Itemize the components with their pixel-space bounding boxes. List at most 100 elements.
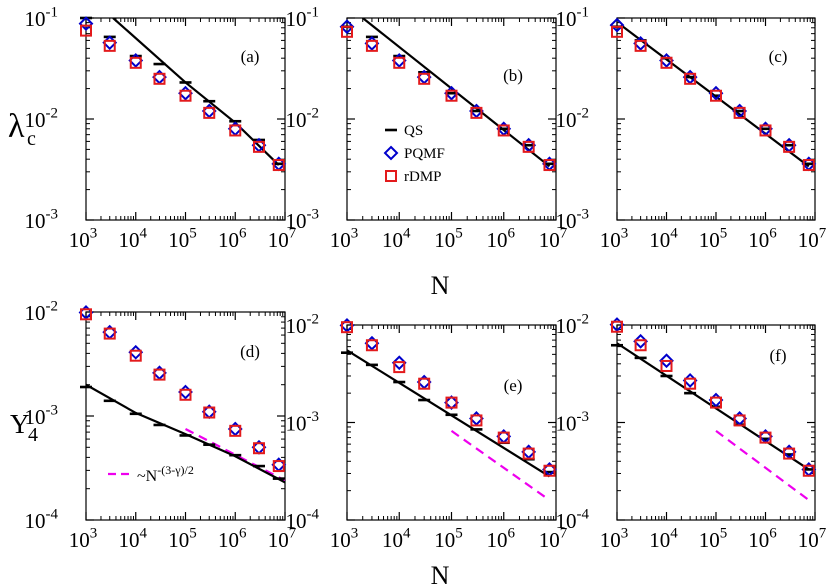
x-tick-label: 107 [539,226,568,252]
y-tick-label: 10-4 [556,507,590,533]
y-tick-label: 10-4 [286,507,320,533]
rdmp-point [660,56,673,69]
rdmp-point [802,464,815,477]
panel-d: 103 104 105 106 107 10-4 10-3 10-2 (d) ~N-(3-γ)/2 [25,299,297,552]
series-rdmp [611,25,815,172]
pqmf-point [78,16,94,32]
rdmp-point [229,424,242,437]
rdmp-point [470,414,483,427]
rdmp-point [229,124,242,137]
y-tick-label: 10-3 [556,409,590,435]
x-tick-label: 106 [748,226,777,252]
panel-c: 103 104 105 106 107 10-3 10-2 10-1 (c) [556,5,827,252]
qs-fit-line [86,383,285,484]
x-tick-label: 105 [168,226,197,252]
x-tick-label: 104 [649,226,678,252]
rdmp-point [634,39,647,52]
axes-frame [346,17,557,221]
rdmp-point [497,431,510,444]
x-tick-label: 104 [119,526,148,552]
panel-label: (c) [769,47,788,66]
rdmp-point [252,140,265,153]
rdmp-point [733,414,746,427]
top-ylabel-sub: c [27,128,36,150]
rdmp-point [611,25,623,38]
axes-frame [346,324,557,521]
y-tick-label: 10-3 [25,207,59,233]
rdmp-point [393,56,406,69]
panel-label: (a) [241,47,260,66]
top-ylabel-main: λ [8,108,25,145]
pqmf-point [609,17,625,33]
rdmp-point [445,89,458,102]
rdmp-point [341,321,353,334]
panel-label: (f) [770,346,787,365]
rdmp-point [418,377,431,390]
x-tick-label: 105 [434,526,463,552]
guide-line [184,428,285,482]
rdmp-point [733,106,746,119]
x-tick-label: 106 [487,226,516,252]
x-tick-label: 104 [382,226,411,252]
guide-line [450,430,551,501]
x-tick-label: 107 [798,526,827,552]
rdmp-point [393,361,406,374]
bottom-ylabel-sub: 4 [28,424,38,446]
x-tick-label: 106 [748,526,777,552]
x-tick-label: 104 [649,526,678,552]
x-tick-label: 106 [218,226,247,252]
rdmp-point [710,396,722,409]
rdmp-point [341,25,353,38]
rdmp-point [129,56,142,69]
rdmp-point [153,72,166,85]
rdmp-point [710,89,722,102]
rdmp-point [611,320,623,333]
rdmp-point [543,464,556,477]
x-tick-label: 107 [268,226,297,252]
bottom-row-ylabel: Y 4 [10,409,38,446]
pqmf-point [659,353,674,369]
rdmp-point [153,368,166,381]
legend-rdmp-marker [385,170,397,182]
legend: QS PQMF rDMP [383,123,445,185]
rdmp-point [445,396,458,409]
series-rdmp [611,320,815,477]
panel-e: 103 104 105 106 107 10-4 10-3 10-2 (e) [286,312,568,552]
pqmf-point [339,19,355,35]
guide-legend: ~N-(3-γ)/2 [108,463,194,485]
bottom-ylabel-main: Y [10,409,30,439]
guide-line [715,430,810,501]
y-tick-label: 10-2 [286,312,320,338]
x-tick-label: 103 [330,526,359,552]
rdmp-point [129,349,142,362]
y-tick-label: 10-3 [556,207,590,233]
series-rdmp [341,321,556,477]
rdmp-point [365,339,378,352]
x-tick-label: 106 [487,526,516,552]
series-rdmp [341,25,556,172]
qs-fit-line [347,349,551,478]
x-tick-label: 104 [382,526,411,552]
panel-b: 103 104 105 106 107 10-3 10-2 10-1 (b) QS PQMF rDMP [286,5,568,252]
rdmp-point [684,72,697,85]
rdmp-point [179,388,192,401]
rdmp-point [634,339,647,352]
rdmp-point [783,447,796,460]
rdmp-point [802,159,815,172]
y-tick-label: 10-1 [556,5,590,31]
panel-f: 103 104 105 106 107 10-4 10-3 10-2 (f) [556,312,827,552]
x-tick-label: 103 [69,226,98,252]
series-rdmp [80,308,285,473]
x-tick-label: 103 [330,226,359,252]
y-tick-label: 10-2 [286,106,320,132]
y-tick-label: 10-1 [25,5,59,31]
guide-legend-label: ~N-(3-γ)/2 [137,463,194,485]
pqmf-point [391,355,407,371]
x-tick-label: 107 [798,226,827,252]
rdmp-point [365,39,378,52]
rdmp-point [103,327,116,340]
y-tick-label: 10-4 [25,507,59,533]
rdmp-point [80,308,92,321]
x-tick-label: 103 [69,526,98,552]
